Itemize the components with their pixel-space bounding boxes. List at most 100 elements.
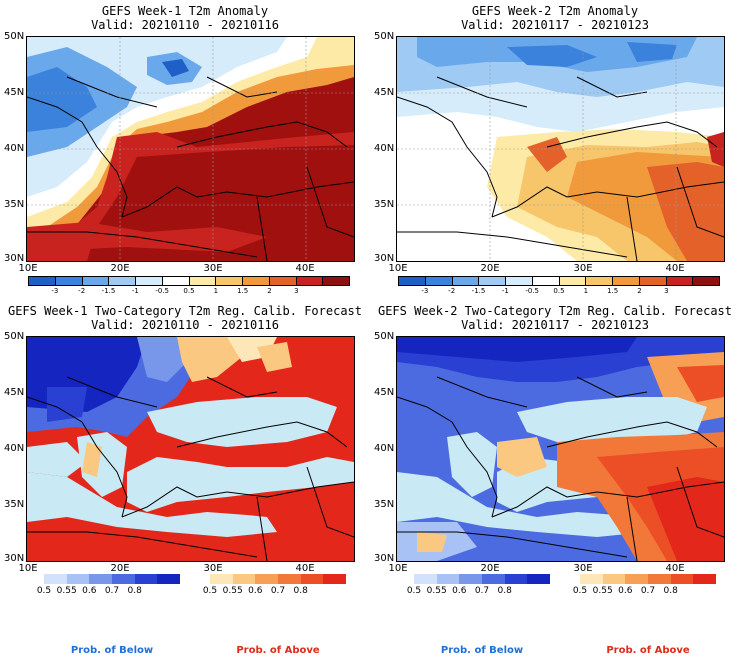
- map-week2-anomaly: [396, 36, 725, 262]
- anomaly-colorbar-labels-1: -3 -2 -1.5 -1 -0.5 0.5 1 1.5 2 3: [28, 287, 350, 297]
- map-week1-prob: [26, 336, 355, 562]
- colorbar-swatch: [157, 574, 181, 584]
- panel-subtitle: Valid: 20210110 - 20210116: [91, 318, 279, 332]
- colorbar-swatch: [613, 277, 640, 285]
- colorbar-swatch: [210, 574, 233, 584]
- colorbar-swatch: [648, 574, 671, 584]
- legend-prob-above-1: Prob. of Above: [236, 645, 320, 656]
- colorbar-tick-label: 0.7: [474, 586, 490, 596]
- lat-label-50n: 50N: [4, 31, 25, 42]
- colorbar-tick-label: 0.7: [270, 586, 286, 596]
- colorbar-swatch: [693, 277, 719, 285]
- colorbar-tick-label: 1.5: [237, 287, 249, 295]
- anomaly-colorbar-labels-2: -3 -2 -1.5 -1 -0.5 0.5 1 1.5 2 3: [398, 287, 720, 297]
- lon-label-40e: 40E: [665, 563, 685, 574]
- panel-week1-anomaly: GEFS Week-1 T2m Anomaly Valid: 20210110 …: [0, 0, 370, 300]
- lat-label-35n: 35N: [4, 499, 25, 510]
- colorbar-swatch: [300, 574, 324, 584]
- colorbar-swatch: [425, 277, 453, 285]
- colorbar-tick-label: 0.6: [452, 586, 467, 596]
- lat-label-30n: 30N: [4, 253, 25, 264]
- panel-title: GEFS Week-2 Two-Category T2m Reg. Calib.…: [377, 304, 732, 318]
- colorbar-tick-label: -3: [421, 287, 429, 295]
- map-week1-anomaly: [26, 36, 355, 262]
- panel-title: GEFS Week-1 Two-Category T2m Reg. Calib.…: [7, 304, 362, 318]
- panel-week2-prob: GEFS Week-2 Two-Category T2m Reg. Calib.…: [370, 300, 740, 600]
- colorbar-tick-label: -2: [448, 287, 456, 295]
- colorbar-swatch: [670, 574, 694, 584]
- panel-week2-anomaly: GEFS Week-2 T2m Anomaly Valid: 20210117 …: [370, 0, 740, 300]
- colorbar-tick-label: 2: [267, 287, 272, 295]
- lat-label-35n: 35N: [374, 199, 395, 210]
- lon-label-20e: 20E: [480, 263, 500, 274]
- lat-label-40n: 40N: [374, 443, 395, 454]
- lon-label-20e: 20E: [110, 263, 130, 274]
- colorbar-tick-label: 0.8: [293, 586, 308, 596]
- panel-week1-prob: GEFS Week-1 Two-Category T2m Reg. Calib.…: [0, 300, 370, 600]
- prob-above-colorbar-2: [580, 574, 717, 584]
- colorbar-swatch: [693, 574, 717, 584]
- colorbar-tick-label: 1: [213, 287, 219, 295]
- lat-label-45n: 45N: [4, 387, 25, 398]
- colorbar-tick-label: 0.55: [222, 586, 243, 596]
- colorbar-tick-label: 0.8: [663, 586, 678, 596]
- legend-prob-above-2: Prob. of Above: [606, 645, 690, 656]
- lat-label-40n: 40N: [4, 443, 25, 454]
- lat-label-50n: 50N: [4, 331, 25, 342]
- colorbar-swatch: [559, 277, 587, 285]
- colorbar-tick-label: 1: [583, 287, 589, 295]
- colorbar-tick-label: 0.55: [426, 586, 447, 596]
- colorbar-swatch: [436, 574, 460, 584]
- lon-label-20e: 20E: [110, 563, 130, 574]
- lon-label-10e: 10E: [18, 563, 38, 574]
- panel-subtitle: Valid: 20210110 - 20210116: [91, 18, 279, 32]
- colorbar-swatch: [399, 277, 426, 285]
- lon-label-10e: 10E: [388, 263, 408, 274]
- colorbar-swatch: [296, 277, 324, 285]
- colorbar-tick-label: 0.7: [104, 586, 120, 596]
- colorbar-tick-label: 0.7: [640, 586, 656, 596]
- colorbar-tick-label: 0.5: [183, 287, 195, 295]
- colorbar-swatch: [586, 277, 613, 285]
- colorbar-swatch: [580, 574, 603, 584]
- lon-label-30e: 30E: [203, 563, 223, 574]
- prob-below-labels-2: 0.5 0.55 0.6 0.7 0.8: [407, 586, 550, 598]
- prob-above-colorbar-1: [210, 574, 347, 584]
- lat-label-30n: 30N: [4, 553, 25, 564]
- colorbar-tick-label: 0.5: [202, 586, 218, 596]
- colorbar-tick-label: 0.5: [572, 586, 588, 596]
- colorbar-tick-label: 3: [664, 287, 669, 295]
- lon-label-10e: 10E: [388, 563, 408, 574]
- prob-below-labels-1: 0.5 0.55 0.6 0.7 0.8: [37, 586, 180, 598]
- colorbar-swatch: [243, 277, 270, 285]
- colorbar-tick-label: 0.55: [592, 586, 613, 596]
- colorbar-swatch: [89, 574, 113, 584]
- lon-label-30e: 30E: [573, 263, 593, 274]
- lon-label-30e: 30E: [573, 563, 593, 574]
- colorbar-swatch: [527, 574, 551, 584]
- lat-label-30n: 30N: [374, 253, 395, 264]
- panel-title: GEFS Week-1 T2m Anomaly: [101, 4, 269, 18]
- colorbar-swatch: [532, 277, 560, 285]
- legend-prob-below-2: Prob. of Below: [440, 645, 524, 656]
- panel-subtitle: Valid: 20210117 - 20210123: [461, 318, 649, 332]
- legend-prob-below-1: Prob. of Below: [70, 645, 154, 656]
- colorbar-swatch: [66, 574, 90, 584]
- colorbar-tick-label: -1.5: [101, 287, 116, 295]
- lon-label-20e: 20E: [480, 563, 500, 574]
- lat-label-50n: 50N: [374, 331, 395, 342]
- colorbar-tick-label: 0.6: [248, 586, 263, 596]
- panel-title: GEFS Week-2 T2m Anomaly: [471, 4, 639, 18]
- prob-below-colorbar-1: [44, 574, 181, 584]
- lat-label-30n: 30N: [374, 553, 395, 564]
- colorbar-swatch: [602, 574, 626, 584]
- colorbar-swatch: [414, 574, 437, 584]
- colorbar-swatch: [504, 574, 528, 584]
- prob-above-labels-1: 0.5 0.55 0.6 0.7 0.8: [203, 586, 346, 598]
- lat-label-50n: 50N: [374, 31, 395, 42]
- lon-label-40e: 40E: [665, 263, 685, 274]
- lon-label-40e: 40E: [295, 263, 315, 274]
- colorbar-tick-label: 0.5: [36, 586, 52, 596]
- colorbar-swatch: [109, 277, 136, 285]
- lat-label-40n: 40N: [374, 143, 395, 154]
